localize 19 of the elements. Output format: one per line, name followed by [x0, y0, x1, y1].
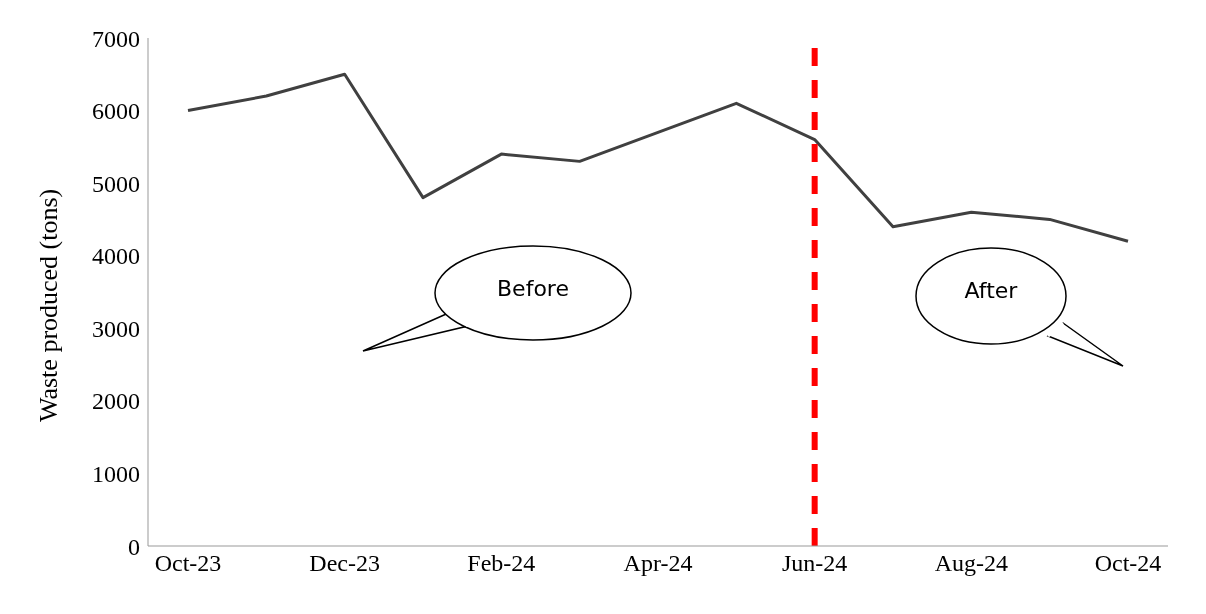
- y-tick-label: 4000: [92, 243, 140, 270]
- x-tick-label: Dec-23: [309, 550, 380, 577]
- line-series: [186, 72, 1130, 243]
- y-tick-label: 2000: [92, 388, 140, 415]
- y-tick-label: 5000: [92, 170, 140, 197]
- y-tick-label: 1000: [92, 460, 140, 487]
- x-tick-label: Feb-24: [467, 550, 536, 577]
- x-tick-label: Oct-23: [154, 550, 222, 577]
- y-tick-label: 7000: [92, 25, 140, 52]
- x-tick-label: Oct-24: [1094, 550, 1162, 577]
- x-tick-label: Apr-24: [623, 550, 693, 577]
- x-tick-label: Jun-24: [781, 550, 848, 577]
- x-tick-label: Aug-24: [934, 550, 1008, 577]
- annotation: Before: [496, 276, 570, 301]
- annotation: After: [963, 278, 1019, 303]
- y-tick-label: 6000: [92, 98, 140, 125]
- y-tick-label: 0: [128, 533, 140, 560]
- y-axis-title: Waste produced (tons): [34, 188, 64, 422]
- y-tick-label: 3000: [92, 315, 140, 342]
